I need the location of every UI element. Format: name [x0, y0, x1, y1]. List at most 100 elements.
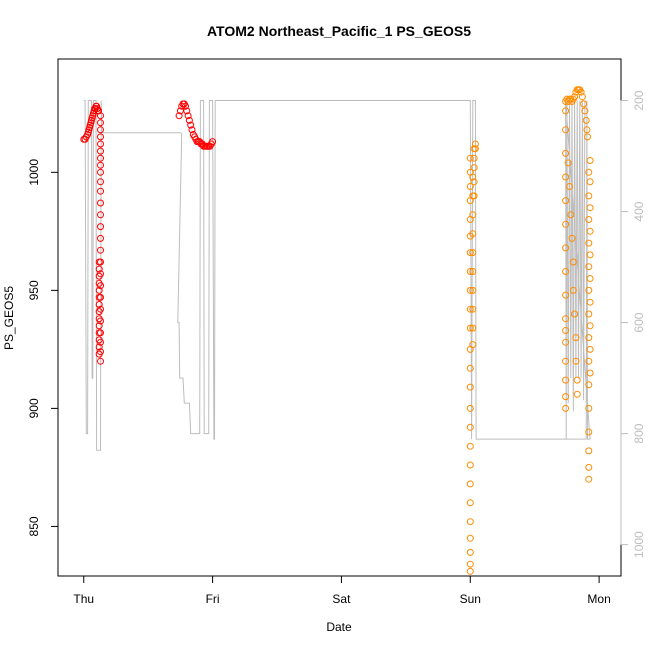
data-point — [582, 116, 590, 124]
data-point — [466, 364, 474, 372]
data-point — [469, 211, 477, 219]
data-point — [586, 227, 594, 235]
data-point — [97, 147, 104, 155]
data-point — [562, 357, 570, 365]
data-point — [466, 324, 474, 332]
data-point — [577, 88, 585, 96]
data-point — [466, 534, 474, 542]
data-point — [97, 126, 104, 134]
data-point — [469, 173, 477, 181]
data-point — [469, 268, 477, 275]
data-point — [585, 357, 593, 365]
data-point — [466, 305, 474, 313]
data-point — [586, 275, 594, 282]
data-point — [466, 183, 474, 190]
data-point — [97, 161, 104, 169]
altitude-layer — [83, 100, 591, 451]
data-point — [585, 239, 593, 247]
data-point — [97, 357, 104, 365]
data-point — [562, 327, 570, 334]
data-point — [209, 138, 217, 146]
y2-tick-label: 400 — [632, 201, 646, 221]
data-point — [469, 305, 477, 313]
data-point — [586, 204, 594, 212]
data-point — [95, 322, 103, 330]
data-point — [562, 173, 570, 181]
y-tick-label: 950 — [27, 280, 41, 300]
x-axis-title: Date — [326, 620, 352, 634]
data-point — [562, 315, 570, 323]
data-point — [586, 345, 594, 353]
data-point — [97, 246, 104, 254]
y2-tick-label: 1000 — [632, 531, 646, 558]
data-point — [466, 480, 474, 488]
data-point — [585, 381, 593, 389]
data-point — [585, 334, 593, 342]
x-tick-label: Fri — [206, 592, 220, 606]
y-axis-title: PS_GEOS5 — [2, 286, 16, 350]
data-point — [562, 376, 570, 384]
data-point — [466, 268, 474, 275]
data-point — [95, 265, 103, 273]
data-point — [97, 187, 104, 195]
data-point — [586, 298, 594, 306]
y-axis: 850 900 950 1000 — [27, 159, 59, 536]
data-point — [95, 279, 103, 287]
data-point — [466, 499, 474, 507]
y2-tick-label: 800 — [632, 423, 646, 443]
x-tick-label: Thu — [73, 592, 94, 606]
data-point — [585, 192, 593, 200]
data-point — [585, 404, 593, 412]
data-point — [586, 251, 594, 259]
data-point — [585, 428, 593, 436]
data-point — [97, 112, 104, 120]
data-point — [466, 383, 474, 391]
data-point — [95, 293, 103, 301]
data-point — [188, 126, 196, 134]
data-point — [562, 244, 570, 252]
data-point — [466, 560, 474, 568]
data-point — [466, 249, 474, 257]
data-point — [175, 112, 183, 120]
data-point — [469, 230, 477, 238]
data-point — [585, 168, 593, 176]
y-tick-label: 850 — [27, 516, 41, 536]
data-point — [562, 338, 570, 346]
data-point — [466, 286, 474, 294]
data-point — [95, 301, 103, 308]
x-tick-label: Mon — [587, 592, 610, 606]
data-point — [562, 404, 570, 412]
data-point — [466, 548, 474, 556]
y2-tick-label: 600 — [632, 312, 646, 332]
data-point — [586, 369, 594, 377]
data-point — [470, 192, 478, 200]
data-point — [585, 263, 593, 271]
data-point — [583, 126, 591, 134]
data-point — [97, 140, 104, 148]
data-point — [95, 286, 103, 294]
data-point — [466, 442, 474, 450]
data-point — [585, 310, 593, 318]
data-point — [580, 100, 588, 108]
data-point — [97, 211, 104, 219]
data-point — [469, 249, 477, 257]
data-point — [466, 154, 474, 162]
data-point — [578, 93, 586, 101]
data-point — [586, 322, 594, 330]
data-point — [586, 178, 594, 186]
data-point — [182, 102, 189, 110]
data-point — [571, 310, 579, 318]
data-point — [585, 447, 593, 455]
y-tick-label: 1000 — [27, 159, 41, 186]
data-point — [585, 286, 593, 294]
data-point — [573, 390, 581, 398]
data-point — [95, 336, 103, 344]
data-point — [584, 133, 591, 141]
data-point — [572, 357, 580, 365]
data-point — [466, 461, 474, 469]
data-point — [471, 140, 479, 148]
y2-axis: 200 400 600 800 1000 — [620, 90, 646, 558]
series-1 — [80, 100, 217, 365]
data-point — [184, 112, 192, 120]
